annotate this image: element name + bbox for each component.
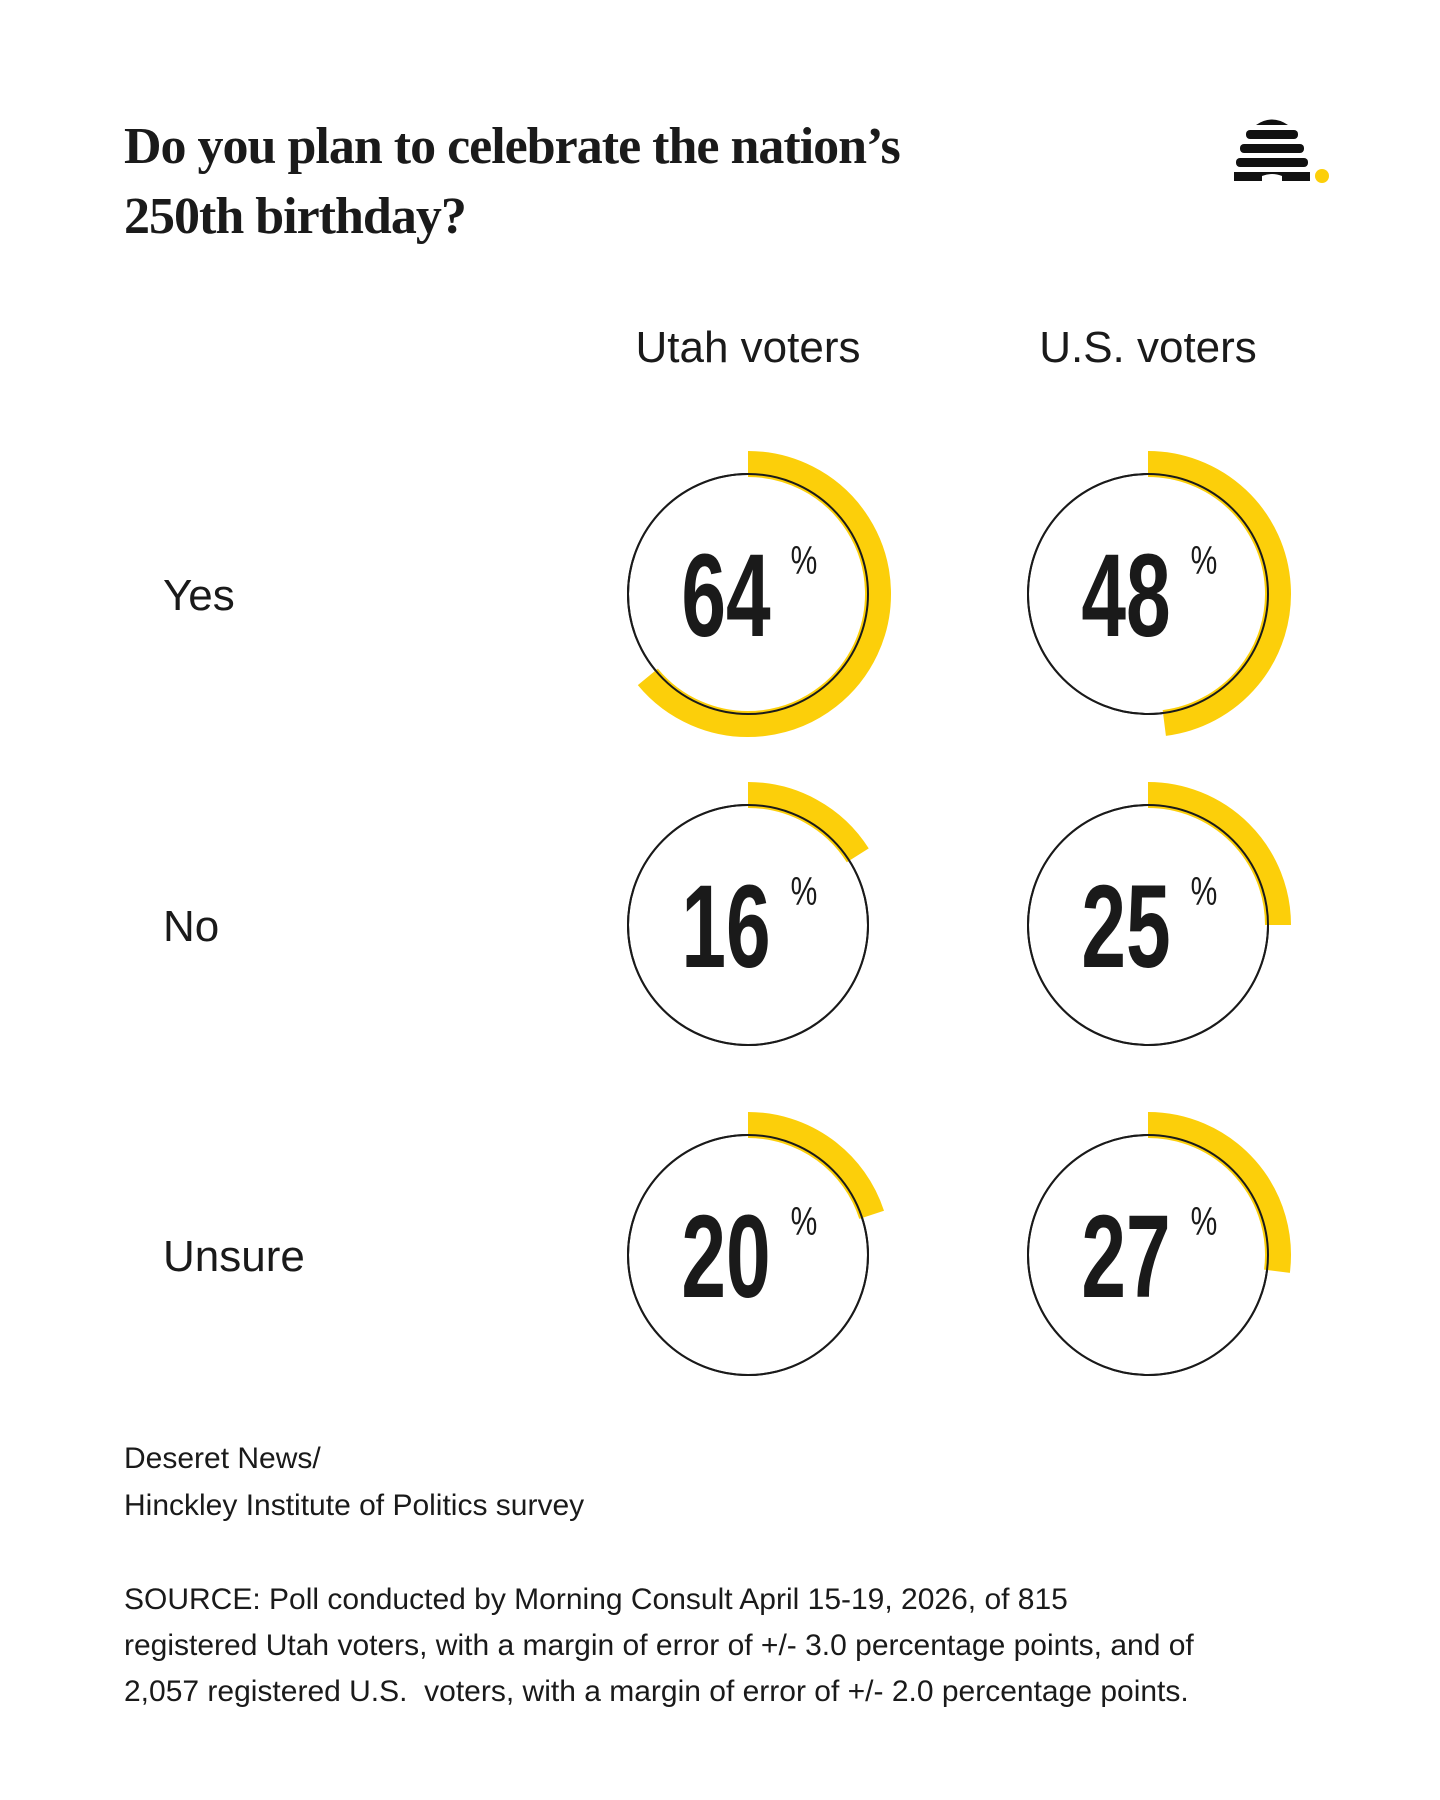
ring-outline — [1027, 473, 1269, 715]
unit-label: % — [791, 870, 818, 914]
chart-title: 250th birthday? — [124, 188, 466, 245]
unit-label: % — [1191, 1200, 1218, 1244]
credit: Deseret News/ — [124, 1442, 321, 1475]
credit: Hinckley Institute of Politics survey — [124, 1489, 584, 1522]
arc — [1147, 1112, 1291, 1273]
source-note: registered Utah voters, with a margin of… — [124, 1629, 1194, 1662]
arc — [747, 782, 869, 863]
value-label: 48 — [1081, 531, 1170, 662]
column-header: Utah voters — [636, 323, 861, 372]
logo — [1234, 119, 1329, 183]
row-label: No — [163, 902, 219, 951]
row-label: Unsure — [163, 1232, 305, 1281]
chart-title: Do you plan to celebrate the nation’s — [124, 118, 900, 175]
value-label: 16 — [681, 862, 770, 993]
unit-label: % — [791, 1200, 818, 1244]
value-label: 20 — [681, 1192, 770, 1323]
source-note: 2,057 registered U.S. voters, with a mar… — [124, 1675, 1189, 1708]
value-label: 64 — [681, 531, 770, 662]
ring-outline — [1027, 1134, 1269, 1376]
column-header: U.S. voters — [1039, 323, 1257, 372]
unit-label: % — [1191, 870, 1218, 914]
row-label: Yes — [163, 571, 235, 620]
value-label: 27 — [1081, 1192, 1170, 1323]
ring-outline — [627, 1134, 869, 1376]
arc — [637, 451, 891, 737]
ring-outline — [627, 473, 869, 715]
unit-label: % — [791, 539, 818, 583]
arc — [1147, 782, 1291, 926]
ring-outline — [1027, 804, 1269, 1046]
source-note: SOURCE: Poll conducted by Morning Consul… — [124, 1583, 1068, 1616]
value-label: 25 — [1081, 862, 1170, 993]
unit-label: % — [1191, 539, 1218, 583]
arc — [747, 1112, 884, 1220]
arc — [1147, 451, 1291, 736]
ring-outline — [627, 804, 869, 1046]
